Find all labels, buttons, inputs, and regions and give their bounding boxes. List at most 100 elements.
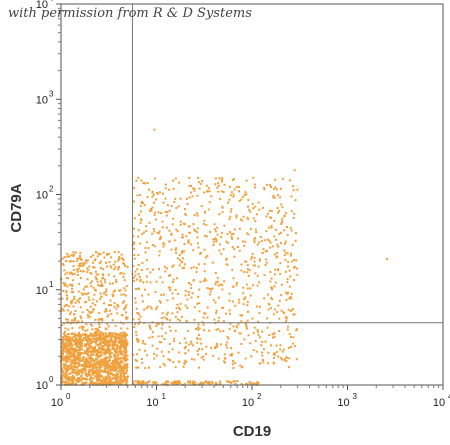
scatter-point	[101, 318, 104, 321]
scatter-point	[93, 363, 96, 366]
scatter-point	[62, 341, 65, 344]
scatter-point	[99, 343, 102, 346]
scatter-point	[270, 296, 273, 299]
scatter-point	[73, 295, 76, 298]
scatter-point	[258, 241, 261, 244]
scatter-point	[95, 361, 98, 364]
scatter-point	[224, 357, 227, 360]
scatter-point	[65, 364, 68, 367]
scatter-point	[72, 382, 75, 385]
y-tick-exponent: 1	[49, 280, 54, 289]
scatter-point	[151, 268, 154, 271]
scatter-point	[104, 307, 107, 310]
scatter-point	[82, 382, 85, 385]
scatter-point	[279, 187, 282, 190]
scatter-point	[272, 361, 275, 364]
y-tick-exponent: 0	[49, 375, 54, 384]
scatter-point	[134, 274, 137, 277]
scatter-point	[286, 252, 289, 255]
scatter-point	[105, 288, 108, 291]
scatter-point	[72, 355, 75, 358]
scatter-point	[187, 225, 190, 228]
scatter-point	[90, 380, 93, 383]
scatter-point	[272, 194, 275, 197]
scatter-point	[125, 378, 128, 381]
scatter-point	[278, 209, 281, 212]
scatter-point	[61, 297, 64, 300]
scatter-point	[226, 232, 229, 235]
scatter-point	[67, 364, 70, 367]
scatter-point	[101, 344, 104, 347]
scatter-point	[161, 312, 164, 315]
scatter-point	[92, 266, 95, 269]
scatter-point	[124, 376, 127, 379]
scatter-point	[85, 300, 88, 303]
scatter-point	[144, 349, 147, 352]
scatter-point	[112, 340, 115, 343]
scatter-point	[74, 347, 77, 350]
scatter-point	[93, 333, 96, 336]
scatter-point	[123, 367, 126, 370]
scatter-point	[66, 345, 69, 348]
scatter-point	[292, 342, 295, 345]
scatter-point	[160, 335, 163, 338]
scatter-point	[293, 258, 296, 261]
scatter-point	[113, 339, 116, 342]
scatter-point	[287, 346, 290, 349]
scatter-point	[77, 298, 80, 301]
scatter-point	[226, 380, 229, 383]
scatter-point	[145, 259, 148, 262]
scatter-point	[91, 372, 94, 375]
scatter-point	[139, 210, 142, 213]
scatter-point	[170, 205, 173, 208]
scatter-point	[275, 238, 278, 241]
scatter-point	[175, 307, 178, 310]
scatter-point	[89, 375, 92, 378]
scatter-point	[64, 273, 67, 276]
scatter-point	[123, 279, 126, 282]
scatter-point	[231, 363, 234, 366]
scatter-point	[244, 240, 247, 243]
scatter-point	[105, 380, 108, 383]
scatter-point	[122, 369, 125, 372]
scatter-point	[67, 339, 70, 342]
scatter-point	[123, 378, 126, 381]
scatter-point	[253, 241, 256, 244]
scatter-point	[201, 348, 204, 351]
scatter-point	[120, 351, 123, 354]
scatter-point	[292, 185, 295, 188]
scatter-point	[79, 306, 82, 309]
scatter-point	[110, 256, 113, 259]
scatter-point	[198, 310, 201, 313]
scatter-point	[283, 254, 286, 257]
scatter-point	[188, 184, 191, 187]
scatter-point	[118, 256, 121, 259]
scatter-point	[191, 195, 194, 198]
scatter-point	[227, 337, 230, 340]
scatter-point	[137, 235, 140, 238]
scatter-point	[89, 255, 92, 258]
scatter-point	[173, 239, 176, 242]
scatter-point	[91, 349, 94, 352]
scatter-point	[232, 195, 235, 198]
scatter-point	[235, 214, 238, 217]
scatter-point	[109, 304, 112, 307]
scatter-point	[138, 320, 141, 323]
scatter-point	[98, 323, 101, 326]
scatter-point	[214, 183, 217, 186]
scatter-point	[218, 213, 221, 216]
scatter-point	[189, 231, 192, 234]
scatter-point	[168, 325, 171, 328]
scatter-point	[124, 264, 127, 267]
scatter-point	[191, 187, 194, 190]
scatter-point	[82, 352, 85, 355]
scatter-point	[190, 243, 193, 246]
scatter-point	[69, 366, 72, 369]
scatter-point	[98, 326, 101, 329]
scatter-point	[126, 366, 129, 369]
scatter-point	[270, 216, 273, 219]
scatter-point	[101, 379, 104, 382]
scatter-point	[176, 277, 179, 280]
scatter-point	[275, 256, 278, 259]
